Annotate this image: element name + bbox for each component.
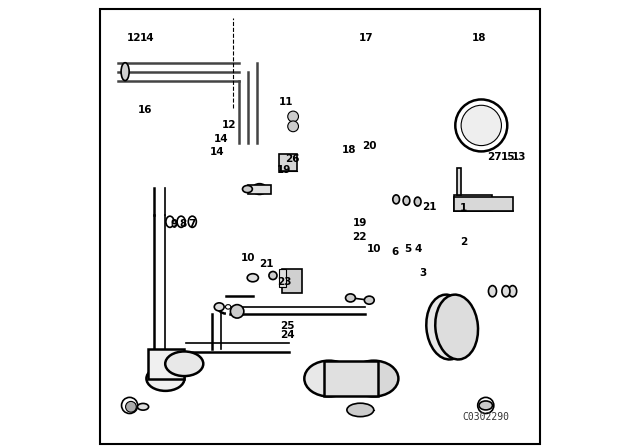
Text: 12: 12 — [127, 33, 141, 43]
Circle shape — [455, 99, 508, 151]
Text: 24: 24 — [280, 330, 295, 340]
Circle shape — [288, 111, 298, 122]
Text: 1: 1 — [460, 203, 467, 213]
Text: 16: 16 — [138, 105, 152, 115]
Ellipse shape — [426, 295, 469, 359]
Ellipse shape — [247, 274, 259, 282]
Text: 15: 15 — [501, 152, 515, 162]
Text: 10: 10 — [241, 253, 255, 263]
Text: 17: 17 — [359, 33, 374, 43]
Ellipse shape — [479, 401, 493, 410]
Text: 19: 19 — [353, 218, 367, 228]
Ellipse shape — [305, 361, 354, 396]
Bar — [282, 269, 302, 293]
Text: 4: 4 — [415, 244, 422, 254]
Text: 21: 21 — [259, 259, 273, 269]
Circle shape — [288, 121, 298, 132]
Text: 14: 14 — [140, 33, 155, 43]
Text: 9: 9 — [171, 219, 178, 229]
Text: 25: 25 — [280, 321, 295, 331]
Bar — [148, 349, 184, 379]
Text: 23: 23 — [277, 277, 291, 287]
Ellipse shape — [509, 286, 516, 297]
Text: 21: 21 — [422, 202, 437, 212]
Bar — [279, 269, 285, 287]
Ellipse shape — [165, 351, 204, 376]
Text: 2: 2 — [460, 237, 467, 247]
Ellipse shape — [172, 221, 177, 228]
Text: 3: 3 — [419, 268, 427, 278]
Text: 6: 6 — [392, 247, 399, 257]
Ellipse shape — [138, 403, 148, 410]
Ellipse shape — [225, 305, 231, 309]
Text: 14: 14 — [210, 147, 224, 157]
Text: 20: 20 — [362, 141, 376, 151]
Text: 12: 12 — [222, 121, 237, 130]
Text: 5: 5 — [404, 244, 411, 254]
Circle shape — [477, 397, 494, 414]
Ellipse shape — [346, 294, 355, 302]
Ellipse shape — [252, 184, 267, 194]
Ellipse shape — [393, 195, 399, 204]
Text: 13: 13 — [512, 152, 527, 162]
Bar — [324, 361, 378, 396]
Ellipse shape — [364, 296, 374, 304]
Text: 11: 11 — [279, 97, 294, 107]
Ellipse shape — [177, 216, 185, 228]
Circle shape — [125, 401, 136, 412]
Bar — [279, 154, 297, 171]
Ellipse shape — [188, 216, 196, 228]
Ellipse shape — [269, 271, 277, 280]
Ellipse shape — [502, 286, 510, 297]
Circle shape — [461, 105, 502, 146]
Ellipse shape — [166, 216, 174, 228]
Ellipse shape — [435, 295, 478, 359]
Circle shape — [122, 397, 138, 414]
Bar — [457, 168, 461, 195]
Circle shape — [230, 305, 244, 318]
Text: 22: 22 — [352, 233, 367, 242]
Text: 27: 27 — [488, 152, 502, 162]
Ellipse shape — [488, 286, 497, 297]
Ellipse shape — [414, 197, 421, 206]
Text: 19: 19 — [277, 165, 291, 175]
Ellipse shape — [243, 185, 252, 193]
Ellipse shape — [403, 196, 410, 205]
Text: 26: 26 — [285, 154, 300, 164]
Text: 8: 8 — [180, 219, 187, 229]
Ellipse shape — [121, 63, 129, 81]
Ellipse shape — [347, 403, 374, 417]
Text: 18: 18 — [342, 145, 356, 155]
Bar — [248, 185, 271, 194]
Text: 18: 18 — [472, 33, 486, 43]
Bar — [454, 197, 513, 211]
Text: 7: 7 — [189, 219, 196, 229]
Ellipse shape — [349, 361, 398, 396]
Text: 14: 14 — [214, 134, 228, 144]
Ellipse shape — [214, 303, 224, 311]
Bar — [454, 195, 493, 211]
Text: C0302290: C0302290 — [462, 412, 509, 422]
Text: 10: 10 — [367, 244, 381, 254]
Ellipse shape — [147, 366, 184, 391]
